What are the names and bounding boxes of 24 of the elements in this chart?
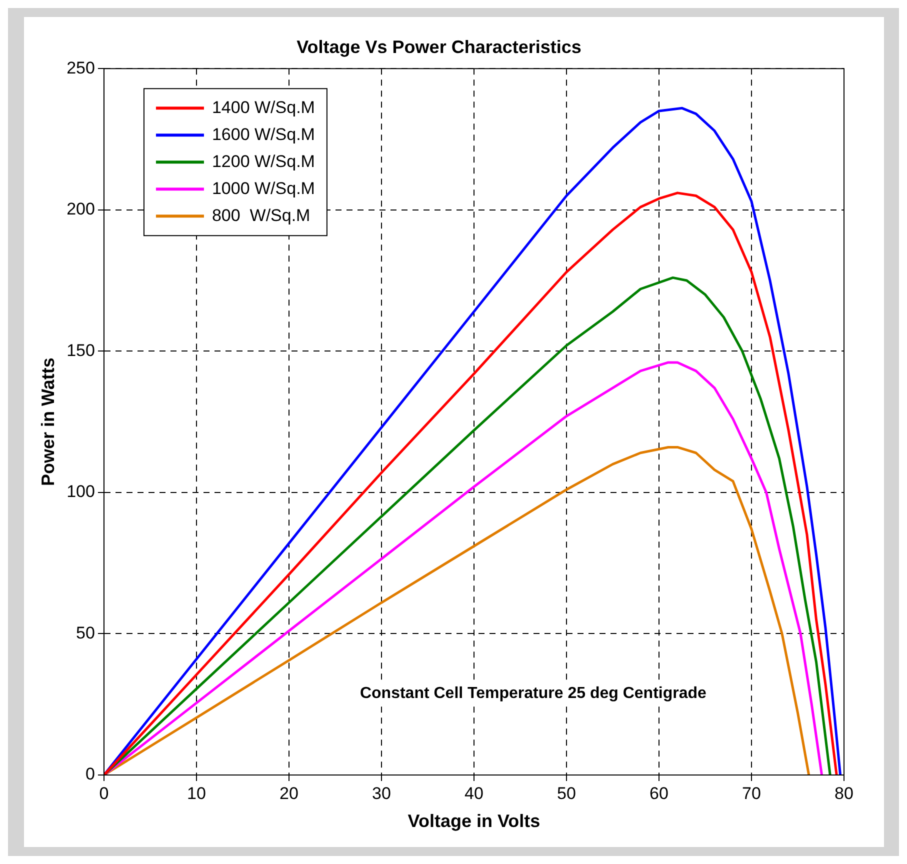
x-tick-label: 70 (742, 784, 760, 803)
y-tick-label: 0 (84, 764, 94, 784)
x-tick-label: 30 (372, 784, 390, 803)
legend-label: 800 W/Sq.M (211, 206, 310, 225)
annotation: Constant Cell Temperature 25 deg Centigrade (359, 685, 706, 702)
legend-label: 1600 W/Sq.M (211, 124, 314, 144)
x-tick-label: 40 (464, 784, 483, 803)
y-tick-label: 150 (66, 340, 94, 360)
x-tick-label: 80 (834, 784, 853, 803)
x-tick-label: 50 (556, 784, 576, 803)
legend-label: 1200 W/Sq.M (211, 152, 314, 171)
x-tick-label: 20 (279, 784, 298, 803)
legend-label: 1400 W/Sq.M (211, 98, 314, 117)
y-tick-label: 250 (66, 58, 94, 78)
legend-label: 1000 W/Sq.M (211, 178, 314, 198)
x-tick-label: 60 (649, 784, 668, 803)
x-tick-label: 10 (186, 784, 206, 803)
chart-title: Voltage Vs Power Characteristics (296, 36, 581, 57)
y-axis-title: Power in Watts (37, 358, 58, 486)
x-tick-label: 0 (98, 784, 108, 803)
y-tick-label: 50 (76, 623, 94, 642)
x-axis-title: Voltage in Volts (407, 811, 540, 832)
y-tick-label: 100 (66, 482, 94, 502)
y-tick-label: 200 (66, 200, 94, 219)
